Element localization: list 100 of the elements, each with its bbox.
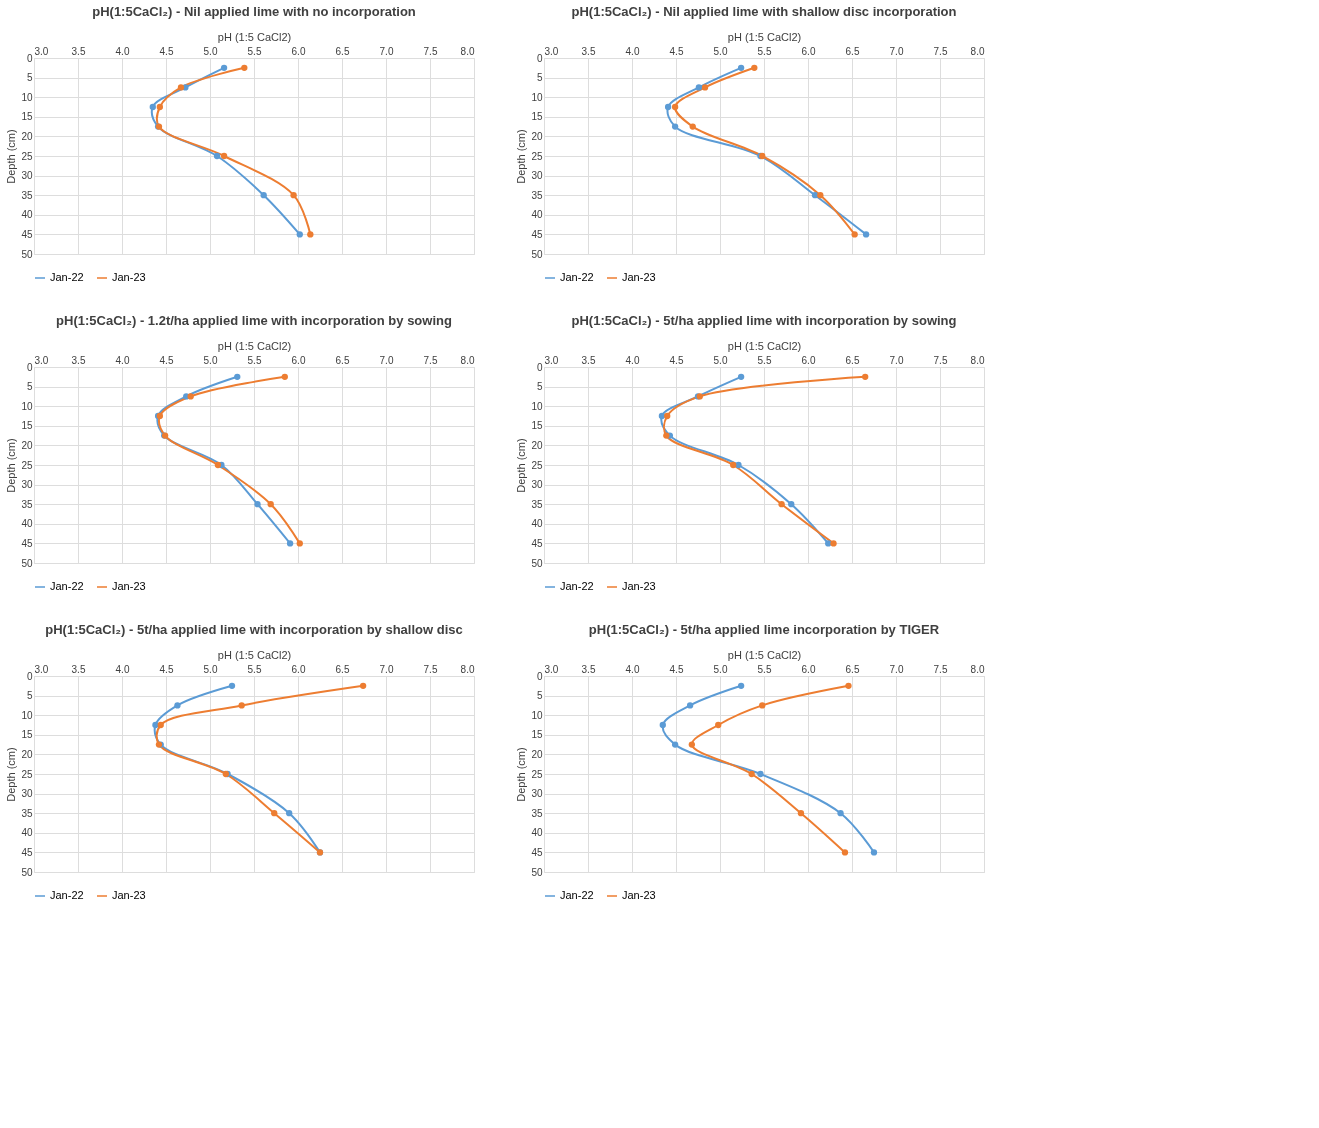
y-tick-label: 15 [531,729,543,741]
chart-title: pH(1:5CaCl₂) - Nil applied lime with shallow disc incorporation [571,4,957,19]
y-axis-title: Depth (cm) [515,747,528,802]
y-tick-label: 5 [26,690,33,702]
y-tick-label: 0 [536,52,543,64]
x-tick-label: 3.5 [71,663,86,675]
x-tick-label: 6.0 [801,354,816,366]
chart-title: pH(1:5CaCl₂) - 5t/ha applied lime with incorporation by shallow disc [45,622,463,637]
x-tick-label: 5.5 [757,663,772,675]
x-axis-title: pH (1:5 CaCl2) [217,339,292,352]
legend-label: Jan-22 [50,271,84,283]
x-tick-label: 4.5 [669,354,684,366]
y-tick-label: 50 [531,557,543,569]
y-tick-label: 25 [531,768,543,780]
x-tick-label: 8.0 [460,354,475,366]
x-tick-label: 4.0 [115,45,130,57]
y-tick-label: 25 [21,150,33,162]
x-tick-label: 6.5 [845,45,860,57]
y-tick-label: 50 [531,866,543,878]
x-tick-label: 6.0 [291,663,306,675]
y-axis-title: Depth (cm) [5,747,18,802]
legend-label: Jan-22 [560,271,594,283]
chart-title: pH(1:5CaCl₂) - 1.2t/ha applied lime with incorporation by sowing [56,313,452,328]
y-tick-label: 10 [21,400,33,412]
legend-label: Jan-22 [560,580,594,592]
x-tick-label: 7.5 [933,663,948,675]
x-tick-label: 6.5 [335,663,350,675]
y-tick-label: 45 [531,228,543,240]
chart-title: pH(1:5CaCl₂) - 5t/ha applied lime incorporation by TIGER [588,622,940,637]
y-tick-label: 45 [21,846,33,858]
x-tick-label: 8.0 [970,354,985,366]
x-tick-label: 6.0 [291,45,306,57]
y-tick-label: 15 [21,111,33,123]
y-axis-title: Depth (cm) [515,438,528,493]
x-tick-label: 6.0 [801,663,816,675]
x-tick-label: 4.0 [625,354,640,366]
y-tick-label: 40 [531,518,543,530]
y-tick-label: 35 [531,189,543,201]
y-axis-title: Depth (cm) [5,129,18,184]
x-tick-label: 5.5 [247,354,262,366]
y-tick-label: 40 [531,209,543,221]
x-tick-label: 4.5 [669,45,684,57]
y-tick-label: 10 [21,91,33,103]
y-tick-label: 35 [21,189,33,201]
x-tick-label: 6.5 [845,663,860,675]
legend-label: Jan-22 [50,889,84,901]
y-axis-title: Depth (cm) [5,438,18,493]
x-axis-title: pH (1:5 CaCl2) [727,30,802,43]
y-tick-label: 20 [21,439,33,451]
legend-label: Jan-22 [560,889,594,901]
chart-title: pH(1:5CaCl₂) - 5t/ha applied lime with incorporation by sowing [571,313,957,328]
y-tick-label: 0 [536,361,543,373]
x-tick-label: 7.5 [933,45,948,57]
legend-label: Jan-23 [112,271,146,283]
x-tick-label: 4.5 [669,663,684,675]
y-tick-label: 40 [21,209,33,221]
x-tick-label: 4.0 [115,354,130,366]
y-tick-label: 35 [531,807,543,819]
y-tick-label: 35 [531,498,543,510]
y-tick-label: 45 [21,537,33,549]
x-tick-label: 7.0 [889,354,904,366]
legend-label: Jan-23 [622,889,656,901]
y-tick-label: 40 [21,827,33,839]
y-tick-label: 10 [531,709,543,721]
x-tick-label: 3.5 [71,45,86,57]
x-tick-label: 6.5 [335,354,350,366]
x-tick-label: 7.5 [423,45,438,57]
y-tick-label: 20 [531,439,543,451]
x-tick-label: 7.5 [933,354,948,366]
x-tick-label: 6.5 [335,45,350,57]
x-tick-label: 6.0 [801,45,816,57]
y-tick-label: 0 [536,670,543,682]
y-tick-label: 20 [21,748,33,760]
y-tick-label: 30 [21,479,33,491]
y-tick-label: 50 [21,557,33,569]
y-tick-label: 20 [21,130,33,142]
chart-title: pH(1:5CaCl₂) - Nil applied lime with no incorporation [92,4,416,19]
y-tick-label: 0 [26,361,33,373]
y-tick-label: 10 [531,400,543,412]
x-tick-label: 3.0 [34,45,49,57]
y-tick-label: 30 [21,788,33,800]
y-tick-label: 15 [21,420,33,432]
x-tick-label: 4.0 [625,663,640,675]
y-tick-label: 25 [531,150,543,162]
y-tick-label: 30 [531,170,543,182]
x-tick-label: 4.5 [159,45,174,57]
y-tick-label: 5 [26,72,33,84]
x-tick-label: 3.0 [544,663,559,675]
x-tick-label: 3.5 [581,45,596,57]
x-tick-label: 5.0 [713,663,728,675]
x-tick-label: 8.0 [460,45,475,57]
legend-label: Jan-22 [50,580,84,592]
y-tick-label: 45 [531,846,543,858]
legend-label: Jan-23 [622,580,656,592]
y-tick-label: 0 [26,52,33,64]
x-axis-title: pH (1:5 CaCl2) [727,648,802,661]
y-tick-label: 50 [531,248,543,260]
x-tick-label: 4.0 [115,663,130,675]
x-tick-label: 3.5 [581,663,596,675]
x-tick-label: 5.0 [713,45,728,57]
